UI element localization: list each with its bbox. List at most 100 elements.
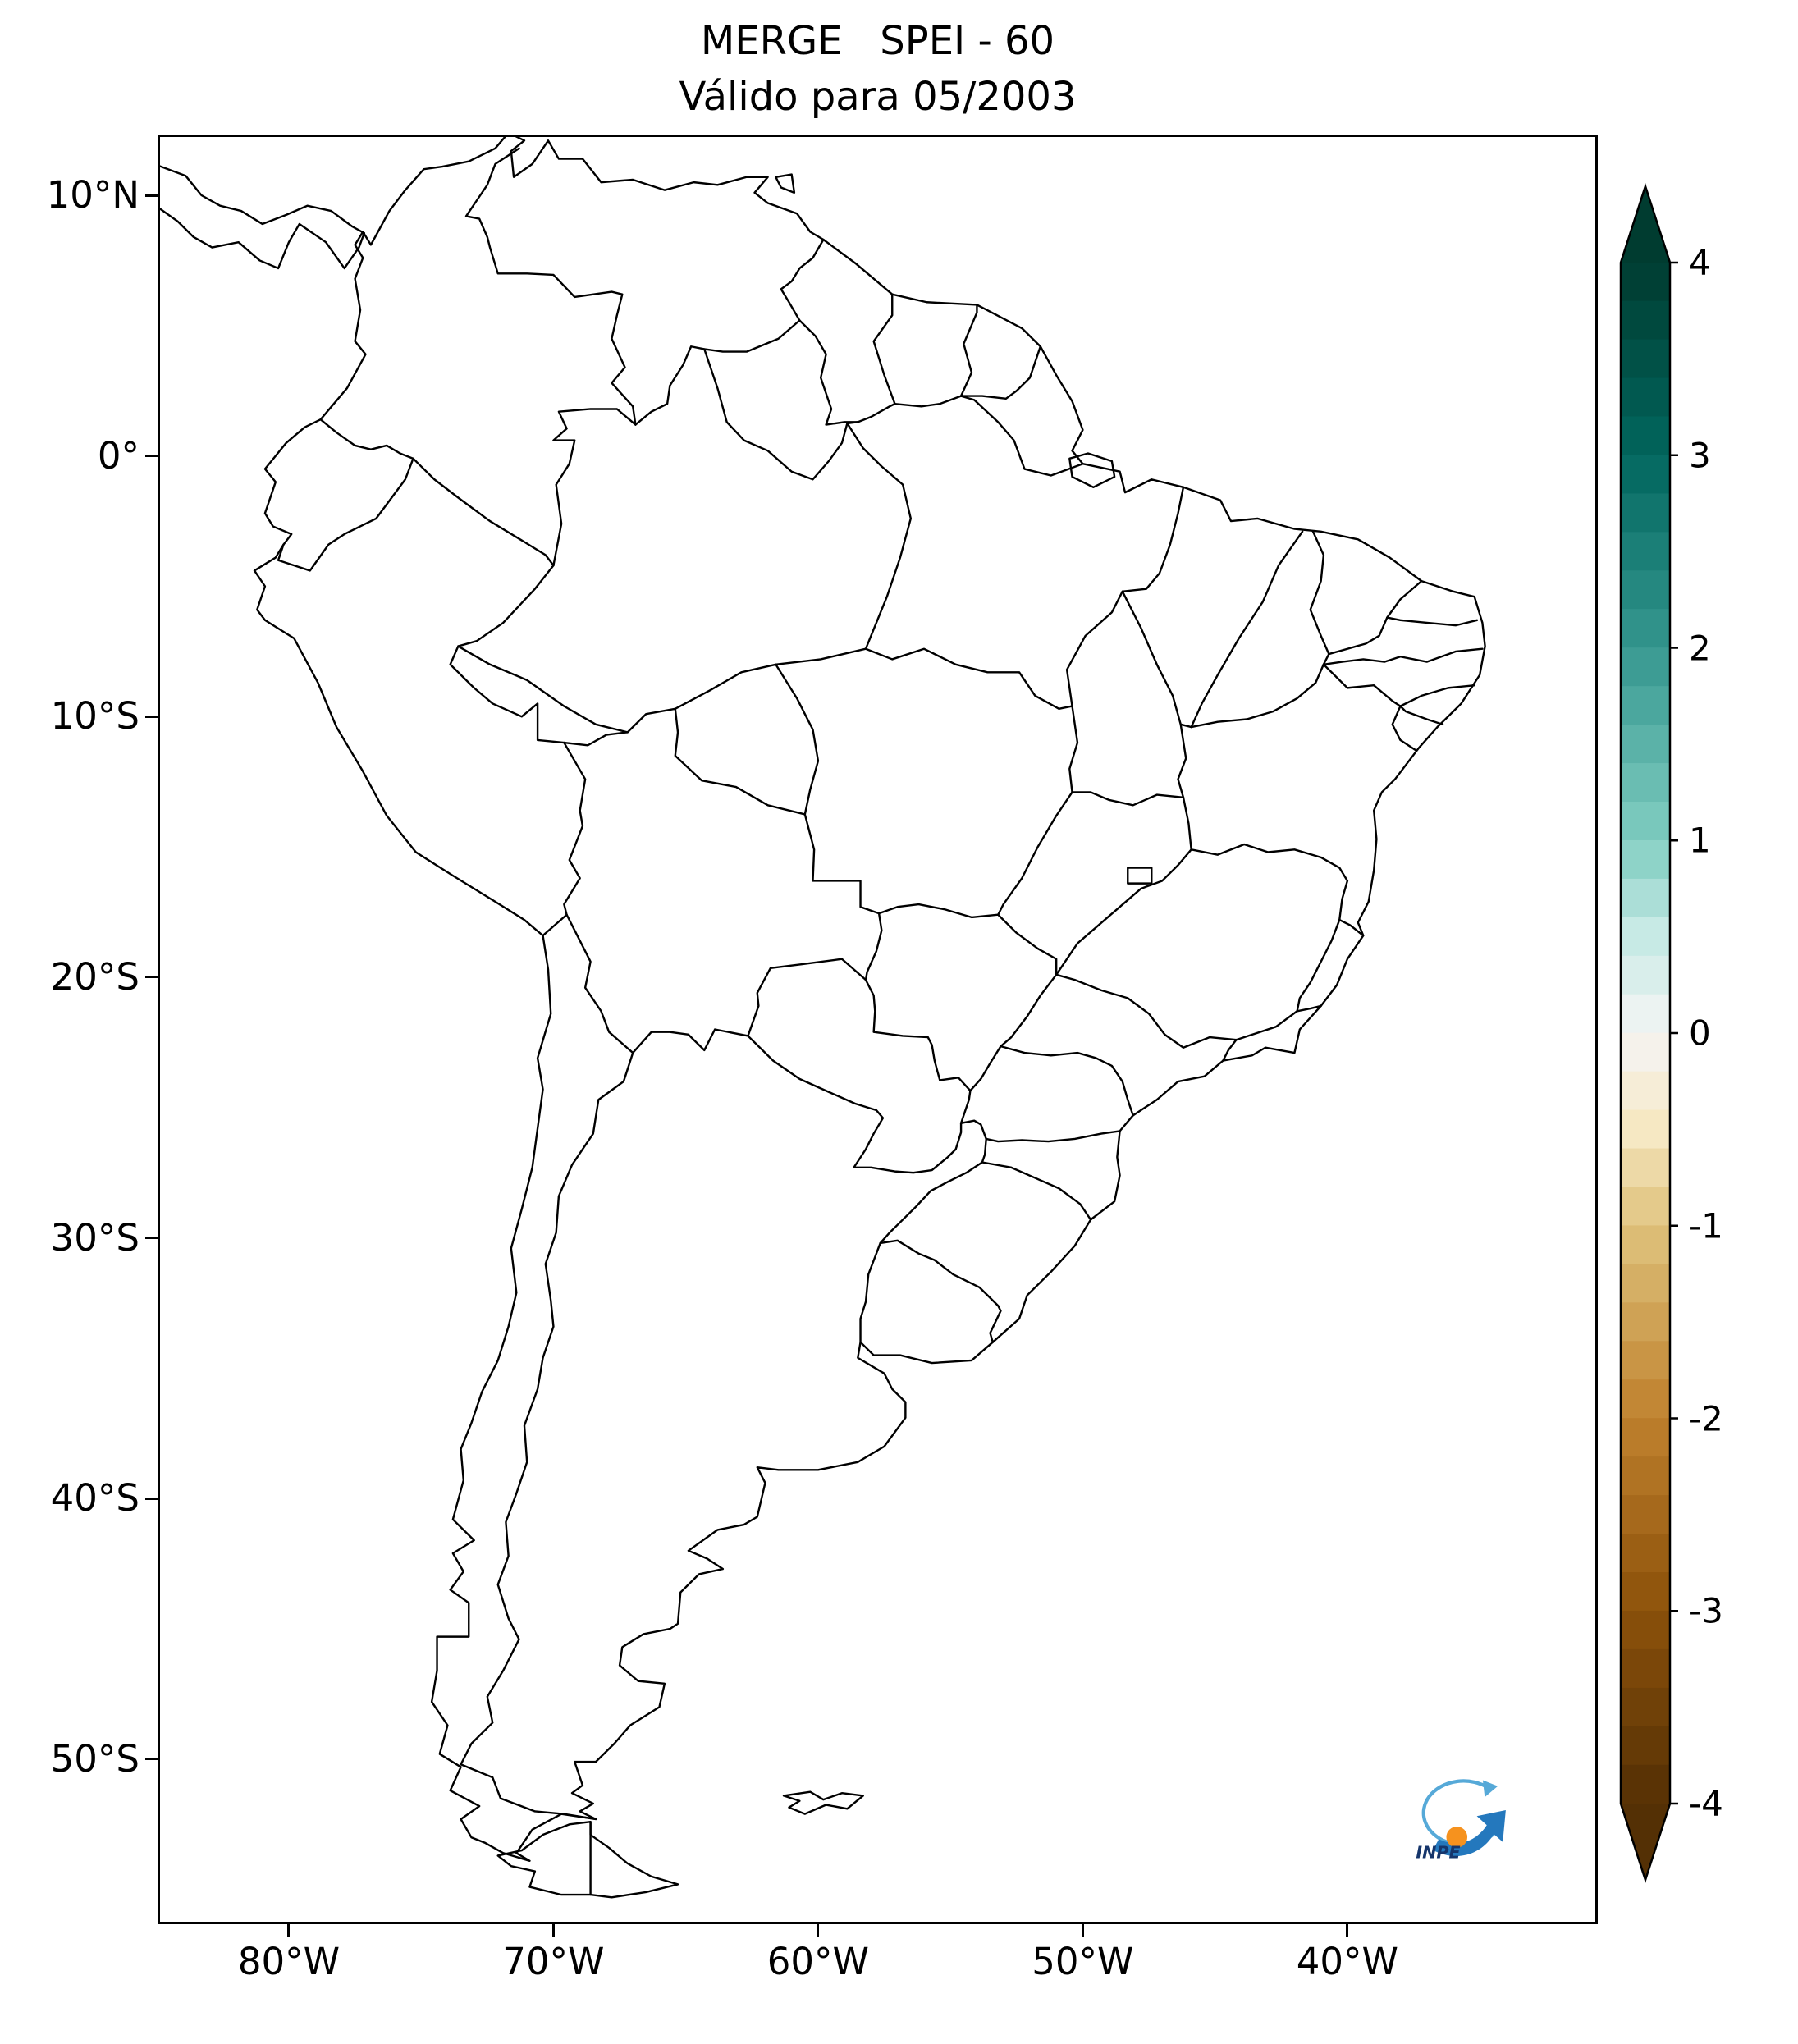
x-tick-label: 70°W xyxy=(502,1940,605,1983)
state-bahia-piaui xyxy=(1192,665,1324,727)
colorbar-band xyxy=(1621,802,1670,841)
colorbar-band xyxy=(1621,1302,1670,1342)
coastline-south-america xyxy=(254,135,1485,1861)
state-para-maranhao xyxy=(1123,487,1183,592)
state-para-mato-grosso xyxy=(866,649,1073,709)
border-bolivia-argentina xyxy=(633,1030,748,1054)
colorbar-band xyxy=(1621,1379,1670,1419)
x-tick-mark xyxy=(1081,1924,1084,1937)
colorbar-band xyxy=(1621,1610,1670,1650)
colorbar-band xyxy=(1621,725,1670,764)
colorbar-tick-label: -3 xyxy=(1689,1590,1723,1631)
colorbar-band xyxy=(1621,1687,1670,1727)
colorbar-band xyxy=(1621,839,1670,880)
map-title-line2: Válido para 05/2003 xyxy=(679,74,1077,120)
state-espirito-santo-rio-de-janeiro xyxy=(1297,1006,1321,1011)
colorbar-band xyxy=(1621,1341,1670,1380)
state-distrito-federal xyxy=(1128,868,1151,884)
map-frame xyxy=(158,135,1598,1924)
border-brazil-paraguay xyxy=(866,980,970,1123)
state-tocantins-bahia xyxy=(1178,725,1187,798)
y-tick-label: 10°S xyxy=(50,694,140,738)
coastline-falkland-islands xyxy=(784,1792,863,1814)
border-suriname-brazil xyxy=(894,396,961,407)
logo-orbit-arrowhead xyxy=(1482,1780,1498,1798)
colorbar-band xyxy=(1621,1726,1670,1766)
border-guyana-brazil xyxy=(799,320,858,424)
state-tocantins-goias xyxy=(1073,792,1183,805)
colorbar-tick-label: 2 xyxy=(1689,628,1711,668)
colorbar xyxy=(1619,182,1678,1884)
colorbar-band xyxy=(1621,647,1670,687)
colorbar-band xyxy=(1621,455,1670,494)
state-mato-grosso-do-sul-parana xyxy=(970,1046,1000,1091)
border-peru-bolivia xyxy=(564,743,585,915)
logo-text: INPE xyxy=(1416,1842,1460,1862)
state-tocantins-mato-grosso xyxy=(1069,706,1077,793)
state-amazonas-para xyxy=(847,423,910,649)
coastlines xyxy=(158,135,1485,1897)
y-tick-mark xyxy=(145,976,158,979)
x-tick-mark xyxy=(551,1924,555,1937)
colorbar-band xyxy=(1621,1418,1670,1457)
border-chile-argentina xyxy=(461,1053,634,1819)
state-parana-santa-catarina xyxy=(986,1131,1120,1141)
border-colombia-ecuador xyxy=(321,419,414,459)
state-bahia-goias xyxy=(1183,798,1192,850)
logo-ball xyxy=(1446,1827,1468,1848)
border-colombia-peru xyxy=(414,459,554,565)
state-pernambuco-alagoas xyxy=(1400,685,1474,706)
state-goias-mato-grosso-do-sul xyxy=(998,915,1056,975)
colorbar-tick-label: -1 xyxy=(1689,1205,1723,1246)
border-brazil-argentina xyxy=(881,1121,986,1243)
x-tick-label: 50°W xyxy=(1032,1940,1134,1983)
border-venezuela-guyana xyxy=(781,240,824,320)
state-goias-minas-gerais xyxy=(1056,849,1191,974)
x-tick-mark xyxy=(1346,1924,1349,1937)
state-maranhao-piaui xyxy=(1192,532,1302,727)
state-piaui-ceara xyxy=(1311,532,1329,654)
border-bolivia-chile xyxy=(567,915,634,1053)
x-tick-label: 40°W xyxy=(1296,1940,1399,1983)
state-roraima xyxy=(704,349,858,479)
y-tick-label: 30°S xyxy=(50,1215,140,1260)
state-sergipe-bahia xyxy=(1393,706,1416,751)
colorbar-tick-label: 1 xyxy=(1689,820,1711,861)
colorbar-band xyxy=(1621,1264,1670,1303)
colorbar-tick-label: -2 xyxy=(1689,1398,1723,1438)
border-suriname-french-guiana xyxy=(961,304,977,396)
colorbar-band xyxy=(1621,262,1670,302)
y-tick-mark xyxy=(145,715,158,718)
inpe-logo: INPE xyxy=(1416,1779,1506,1862)
border-bolivia-paraguay xyxy=(748,959,866,1036)
y-tick-mark xyxy=(145,455,158,458)
state-piaui-pernambuco xyxy=(1324,654,1329,665)
colorbar-band xyxy=(1621,878,1670,918)
country-borders xyxy=(278,149,1041,1895)
state-sao-paulo-parana xyxy=(1000,1046,1132,1115)
colorbar-band xyxy=(1621,300,1670,341)
coastline-marajo-island xyxy=(1069,453,1114,487)
colorbar-band xyxy=(1621,1071,1670,1111)
colorbar-band xyxy=(1621,994,1670,1034)
border-bolivia-brazil xyxy=(564,709,881,980)
colorbar-tick-label: 3 xyxy=(1689,435,1711,476)
colorbar-band xyxy=(1621,377,1670,418)
state-paraiba-pernambuco xyxy=(1324,649,1482,665)
border-peru-brazil xyxy=(451,565,565,743)
coastline-trinidad xyxy=(775,175,794,193)
state-santa-catarina-rio-grande-do-sul xyxy=(982,1163,1091,1220)
y-tick-label: 40°S xyxy=(50,1476,140,1520)
state-mato-grosso-goias xyxy=(998,792,1072,914)
border-brazil-uruguay xyxy=(881,1241,1001,1342)
colorbar-band xyxy=(1621,763,1670,803)
border-guyana-suriname xyxy=(858,295,894,423)
colorbar-band xyxy=(1621,532,1670,571)
state-acre-amazonas xyxy=(458,647,627,733)
state-alagoas-sergipe xyxy=(1400,706,1443,725)
y-tick-mark xyxy=(145,1237,158,1240)
colorbar-extend-min xyxy=(1621,1804,1670,1880)
colorbar-ticks xyxy=(1619,182,1678,1884)
state-rio-de-janeiro-sao-paulo xyxy=(1223,1040,1236,1060)
state-rondonia-mato-grosso xyxy=(775,665,818,815)
